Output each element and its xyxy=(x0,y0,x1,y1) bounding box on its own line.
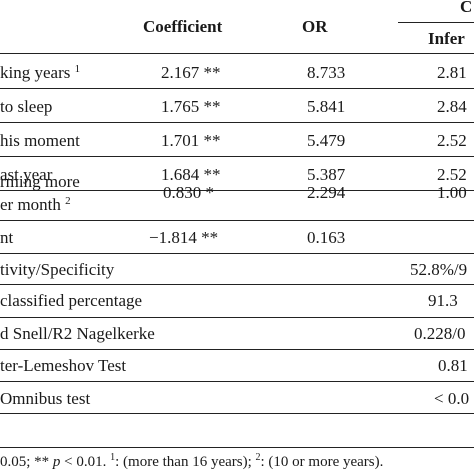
row-label: nt xyxy=(0,228,14,247)
summary-label: ter-Lemeshov Test xyxy=(0,356,127,375)
header-coefficient: Coefficient xyxy=(143,17,223,36)
summary-label: tivity/Specificity xyxy=(0,260,115,279)
summary-value: 0.228/0 xyxy=(414,324,466,343)
summary-label: d Snell/R2 Nagelkerke xyxy=(0,324,155,343)
row-ci: 2.81 xyxy=(437,63,467,82)
rule-summary-5 xyxy=(0,413,474,414)
row-coefficient: 1.684 ** xyxy=(161,165,221,184)
row-label: king years 1 xyxy=(0,63,81,82)
row-coefficient: 1.701 ** xyxy=(161,131,221,150)
rule-row-1 xyxy=(0,88,474,89)
row-or: 8.733 xyxy=(307,63,346,82)
header-ci-top: C xyxy=(460,0,473,16)
rule-row-3 xyxy=(0,156,474,157)
row-coefficient: 2.167 ** xyxy=(161,63,221,82)
summary-value: 0.81 xyxy=(438,356,468,375)
row-or: 5.841 xyxy=(307,97,346,116)
table-footnote: 0.05; ** p < 0.01. 1: (more than 16 year… xyxy=(0,452,384,470)
header-or: OR xyxy=(302,17,328,36)
row-ci: 2.84 xyxy=(437,97,467,116)
row-coefficient: 1.765 ** xyxy=(161,97,221,116)
summary-value: < 0.0 xyxy=(434,389,470,408)
rule-summary-1 xyxy=(0,284,474,285)
rule-table-bottom xyxy=(0,447,474,448)
rule-row-5 xyxy=(0,220,474,221)
summary-value: 52.8%/9 xyxy=(410,260,468,279)
row-ci: 2.52 xyxy=(437,131,467,150)
row-ci: 1.00 xyxy=(437,183,467,202)
row-label: his moment xyxy=(0,131,80,150)
rule-summary-3 xyxy=(0,349,474,350)
summary-label: Omnibus test xyxy=(0,389,91,408)
rule-summary-4 xyxy=(0,381,474,382)
rule-header-bottom xyxy=(0,53,474,54)
row-label: to sleep xyxy=(0,97,53,116)
rule-summary-2 xyxy=(0,317,474,318)
summary-label: classified percentage xyxy=(0,291,143,310)
row-or: 5.387 xyxy=(307,165,346,184)
row-ci: 2.52 xyxy=(437,165,467,184)
row-coefficient: 0.830 * xyxy=(163,183,214,202)
row-label: ast year xyxy=(0,165,53,184)
row-coefficient: −1.814 ** xyxy=(149,228,219,247)
row-or: 0.163 xyxy=(307,228,346,247)
row-label-line1: rming more xyxy=(0,172,80,191)
row-label-line2: er month 2 xyxy=(0,195,71,214)
rule-row-4 xyxy=(0,190,474,191)
row-or: 5.479 xyxy=(307,131,346,150)
row-or: 2.294 xyxy=(307,183,346,202)
rule-header-ci xyxy=(398,22,474,23)
rule-row-6 xyxy=(0,253,474,254)
summary-value: 91.3 xyxy=(428,291,458,310)
rule-row-2 xyxy=(0,122,474,123)
header-ci-inferior: Infer xyxy=(428,29,465,48)
